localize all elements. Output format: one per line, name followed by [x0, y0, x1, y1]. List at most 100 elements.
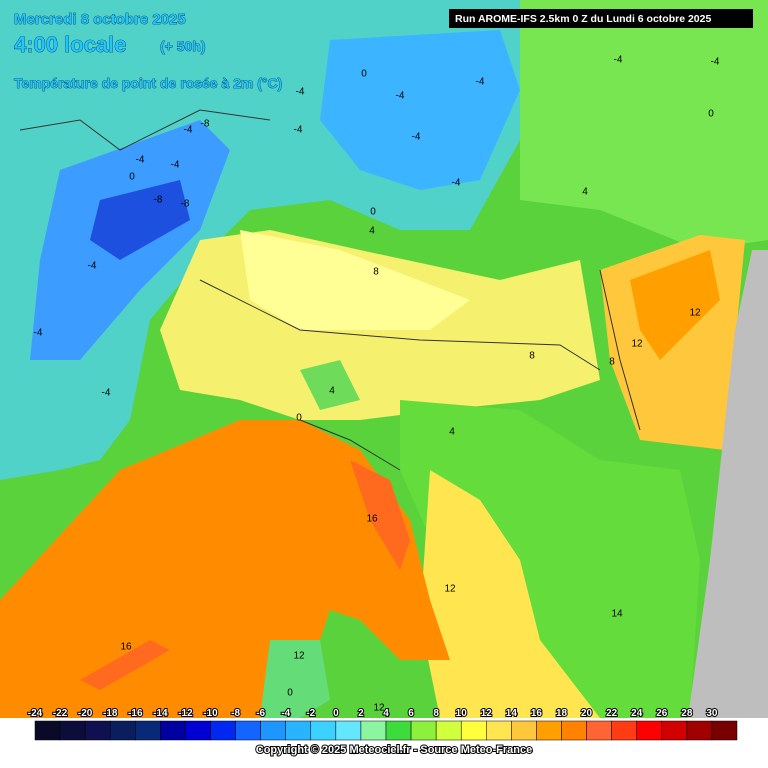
colorbar-swatch: [210, 720, 236, 741]
colorbar-swatch: [235, 720, 261, 741]
border: [19, 109, 641, 471]
contour-label: 8: [373, 267, 379, 278]
colorbar-swatch: [435, 720, 462, 741]
colorbar-tick-label: 6: [408, 708, 414, 719]
colorbar-swatch: [385, 720, 412, 741]
colorbar-tick-label: 10: [456, 708, 468, 719]
copyright: Copyright © 2025 Meteociel.fr - Source M…: [256, 744, 532, 756]
contour-label: -4: [171, 160, 180, 171]
contour-label: -8: [201, 119, 210, 130]
north-land: [520, 0, 768, 250]
colorbar-tick-label: 4: [383, 708, 389, 719]
run-info: Run AROME-IFS 2.5km 0 Z du Lundi 6 octob…: [455, 13, 711, 25]
contour-label: -4: [412, 132, 421, 143]
alps-coldest: [90, 180, 190, 260]
contour-label: -8: [154, 195, 163, 206]
colorbar-swatch: [410, 720, 437, 741]
contour-label: 4: [449, 427, 455, 438]
colorbar-tick-label: 12: [481, 708, 493, 719]
contour-label: -4: [296, 87, 305, 98]
contour-label: -4: [88, 261, 97, 272]
colorbar-swatch: [486, 720, 512, 741]
colorbar-tick-label: -4: [281, 708, 290, 719]
colorbar-swatch: [185, 720, 211, 741]
colorbar-swatch: [260, 720, 286, 741]
contour-label: -4: [102, 388, 111, 399]
contour-label: 16: [120, 642, 132, 653]
contour-label: -4: [184, 125, 193, 136]
colorbar-tick-label: 8: [433, 708, 439, 719]
contour-label: -4: [614, 55, 623, 66]
adriatic-warm: [630, 250, 720, 360]
lead-time: (+ 50h): [160, 38, 206, 54]
colorbar-tick-label: -6: [256, 708, 265, 719]
colorbar-tick-label: -14: [153, 708, 168, 719]
colorbar-swatch: [160, 720, 186, 741]
colorbar-swatch: [460, 720, 487, 741]
time: 4:00 locale: [14, 32, 127, 57]
sea-warm: [80, 640, 170, 690]
colorbar-tick-label: -16: [128, 708, 143, 719]
contour-label: 0: [296, 413, 302, 424]
colorbar-tick-label: -2: [306, 708, 315, 719]
contour-label: -4: [294, 125, 303, 136]
colorbar-tick-label: -10: [203, 708, 218, 719]
parameter: Température de point de rosée à 2m (°C): [14, 75, 282, 91]
contour-label: 4: [329, 386, 335, 397]
out-of-domain: [688, 250, 768, 718]
colorbar-tick-label: 24: [631, 708, 643, 719]
contour-label: 14: [611, 609, 623, 620]
colorbar-swatch: [511, 720, 537, 741]
contour-label: -4: [34, 328, 43, 339]
sea: [0, 420, 450, 718]
colorbar-tick-label: -12: [178, 708, 193, 719]
colorbar-tick-label: 26: [656, 708, 668, 719]
colorbar-swatch: [335, 720, 362, 741]
colorbar-tick-label: 2: [358, 708, 364, 719]
contour-label: 12: [631, 339, 643, 350]
colorbar-tick-label: 14: [506, 708, 518, 719]
colorbar-tick-label: 20: [581, 708, 593, 719]
colorbar-tick-label: 22: [606, 708, 618, 719]
colorbar-swatch: [360, 720, 387, 741]
colorbar-tick-label: -24: [28, 708, 43, 719]
colorbar-swatch: [109, 720, 136, 741]
colorbar-swatch: [636, 720, 663, 741]
run-box: [449, 9, 753, 28]
contour-label: -4: [452, 178, 461, 189]
colorbar-swatch: [561, 720, 587, 741]
contour-label: 8: [529, 351, 535, 362]
contour-label: 0: [708, 109, 714, 120]
colorbar: -24 -22 -20 -18 -16 -14 -12 -10 -8 -6 -4 -2 0 2 4 6 8 10 1…: [27, 707, 738, 741]
contour-label: 4: [582, 187, 588, 198]
colorbar-swatch: [686, 720, 713, 741]
contour-label: 12: [373, 703, 385, 714]
colorbar-swatch: [536, 720, 562, 741]
contour-label: 0: [361, 69, 367, 80]
colorbar-swatch: [135, 720, 161, 741]
colorbar-tick-label: 18: [556, 708, 568, 719]
colorbar-tick-label: 30: [706, 708, 718, 719]
colorbar-tick-label: 28: [681, 708, 693, 719]
alps-cold: [320, 30, 520, 190]
colorbar-tick-label: -20: [78, 708, 93, 719]
colorbar-tick-label: 0: [333, 708, 339, 719]
colorbar-swatch: [59, 720, 86, 741]
colorbar-swatch: [661, 720, 688, 741]
contour-label: -4: [711, 57, 720, 68]
colorbar-swatch: [611, 720, 637, 741]
colorbar-swatch: [586, 720, 612, 741]
apennines: [400, 400, 700, 718]
colorbar-tick-label: -18: [103, 708, 118, 719]
colorbar-swatch: [310, 720, 337, 741]
po-valley-core: [240, 230, 470, 330]
contour-label: 16: [366, 514, 378, 525]
contour-label: -4: [476, 77, 485, 88]
contour-label: 12: [444, 584, 456, 595]
contour-label: 0: [287, 688, 293, 699]
coast-warm: [420, 470, 600, 718]
sea-warm: [350, 460, 410, 570]
